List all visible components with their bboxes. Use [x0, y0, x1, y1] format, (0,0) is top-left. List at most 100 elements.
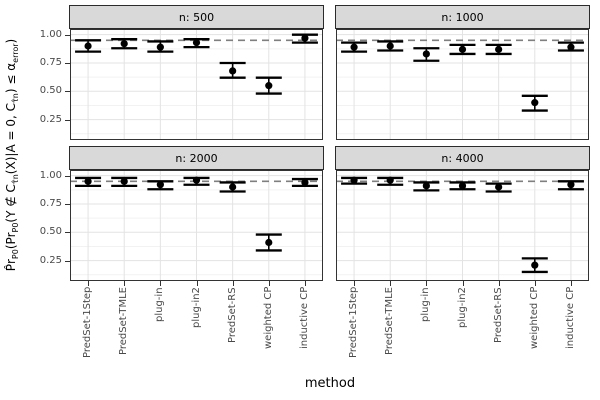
x-axis-tick-label: inductive CP [564, 287, 576, 350]
x-axis-tick [88, 281, 90, 286]
x-axis-tick [124, 281, 126, 286]
panel-border [336, 29, 589, 140]
y-axis-tick-label: 0.75 [39, 197, 62, 209]
error-bar [291, 33, 318, 44]
data-point [120, 40, 128, 48]
data-point [156, 43, 164, 51]
x-axis-tick-label: PredSet-RS [492, 287, 504, 343]
panel-border [336, 170, 589, 281]
data-point [386, 42, 394, 50]
y-axis-title-segment: P0 [11, 249, 20, 260]
error-bar [449, 43, 476, 56]
x-axis-tick [160, 281, 162, 286]
y-axis-tick [65, 34, 70, 36]
x-axis-tick [268, 281, 270, 286]
data-point [265, 238, 273, 247]
y-axis-title-segment: (X)|A = 0, C [4, 103, 18, 175]
facet-strip-label: n: 1000 [441, 10, 484, 24]
x-axis-tick-label: PredSet-TMLE [384, 287, 396, 355]
error-bar [75, 176, 102, 188]
x-axis-tick [462, 281, 464, 286]
x-axis-tick [232, 281, 234, 286]
x-axis-tick-label: PredSet-1Step [348, 287, 360, 359]
x-axis-tick-label: weighted CP [262, 287, 274, 350]
x-axis-tick [304, 281, 306, 286]
facet-strip: n: 500 [69, 5, 324, 29]
facet-strip: n: 1000 [335, 5, 590, 29]
error-bar [377, 40, 404, 52]
error-bar [413, 47, 440, 62]
data-point [567, 181, 575, 189]
x-axis-tick-label: plug-in2 [456, 287, 468, 328]
error-bar [377, 176, 404, 186]
error-bar [557, 180, 584, 191]
data-point [350, 43, 358, 51]
y-axis-title-segment: ( [4, 244, 18, 250]
panel-canvas [70, 170, 323, 281]
facet-strip: n: 2000 [69, 146, 324, 170]
y-axis-tick [65, 232, 70, 234]
panel-border [70, 29, 323, 140]
error-bar [75, 39, 102, 53]
y-axis-title-segment: Pr [4, 232, 18, 245]
facet-strip-label: n: 500 [178, 10, 215, 24]
error-bar [521, 257, 548, 274]
error-bar [255, 76, 282, 95]
facet-panel [336, 29, 589, 140]
panel-canvas [336, 170, 589, 281]
error-bar [413, 181, 440, 192]
error-bar [341, 41, 368, 53]
error-bar [111, 176, 138, 188]
error-bar [341, 176, 368, 185]
y-axis-tick-label: 0.25 [39, 254, 62, 266]
y-axis-title-segment: (Y ∉ C [4, 184, 18, 223]
error-bar [183, 176, 210, 186]
x-axis-tick-label: PredSet-RS [226, 287, 238, 343]
y-axis-tick-label: 1.00 [39, 28, 62, 40]
x-axis-tick [196, 281, 198, 286]
error-bar [485, 182, 512, 193]
x-axis-tick-label: inductive CP [298, 287, 310, 350]
data-point [531, 261, 539, 269]
error-bar [219, 61, 246, 79]
error-bar [255, 233, 282, 252]
panel-canvas [70, 29, 323, 140]
facet-strip-label: n: 4000 [441, 151, 484, 165]
data-point [192, 38, 201, 47]
x-axis-tick [426, 281, 428, 286]
y-axis-tick-label: 0.50 [39, 85, 62, 97]
y-axis-title-segment: τ̂n [11, 174, 20, 185]
error-bar [291, 177, 318, 188]
x-axis-tick-label: plug-in2 [190, 287, 202, 328]
error-bar [147, 40, 174, 53]
error-bar [219, 181, 246, 193]
x-axis-tick [570, 281, 572, 286]
y-axis-title-segment: τ̂n [11, 93, 20, 104]
data-point [531, 99, 539, 107]
facet-panel [70, 29, 323, 140]
data-point [458, 182, 467, 190]
data-point [301, 34, 309, 42]
panel-border [70, 170, 323, 281]
x-axis-tick [498, 281, 500, 286]
y-axis-tick [65, 260, 70, 262]
data-point [120, 177, 128, 185]
data-point [301, 178, 309, 187]
error-bar [449, 181, 476, 191]
data-point [567, 43, 575, 51]
y-axis-tick [65, 91, 70, 93]
y-axis-title-segment: ) ≤ α [4, 62, 18, 94]
error-bar [485, 43, 512, 56]
y-axis-tick-label: 0.50 [39, 226, 62, 238]
x-axis-title: method [304, 376, 356, 391]
data-point [422, 50, 430, 58]
x-axis-tick-label: PredSet-TMLE [118, 287, 130, 355]
data-point [156, 181, 164, 189]
data-point [84, 42, 92, 50]
data-point [229, 67, 237, 75]
data-point [495, 183, 503, 191]
data-point [386, 176, 394, 184]
error-bar [557, 41, 584, 52]
y-axis-tick [65, 175, 70, 177]
